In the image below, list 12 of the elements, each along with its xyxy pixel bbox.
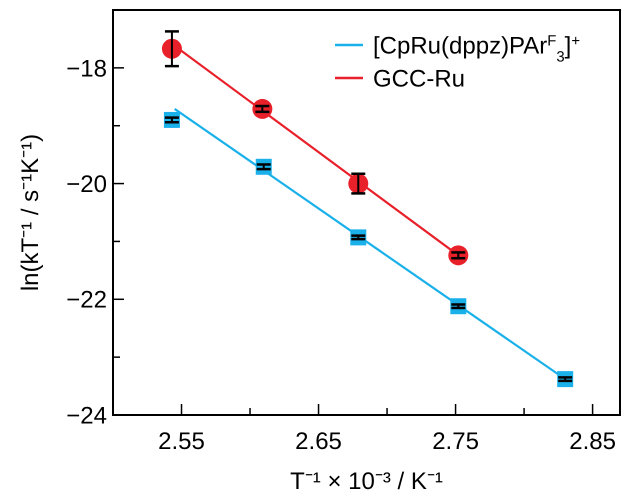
y-tick-label: −20 bbox=[66, 170, 107, 198]
legend-label: [CpRu(dppz)PAr$^{F}$$_{3}$]$^{+}$ bbox=[373, 32, 580, 66]
y-axis-title: ln(kT⁻¹ / s⁻¹K⁻¹) bbox=[17, 134, 44, 292]
x-tick-label: 2.85 bbox=[569, 428, 616, 455]
y-tick-label: −18 bbox=[66, 55, 107, 82]
x-axis-title: T⁻¹ × 10⁻³ / K⁻¹ bbox=[290, 468, 443, 495]
y-tick-label: −22 bbox=[66, 286, 107, 314]
x-tick-label: 2.65 bbox=[295, 428, 342, 455]
y-tick-label: −24 bbox=[66, 402, 107, 430]
x-tick-label: 2.75 bbox=[432, 428, 479, 455]
legend-label: GCC-Ru bbox=[373, 65, 466, 92]
x-tick-label: 2.55 bbox=[158, 428, 205, 455]
